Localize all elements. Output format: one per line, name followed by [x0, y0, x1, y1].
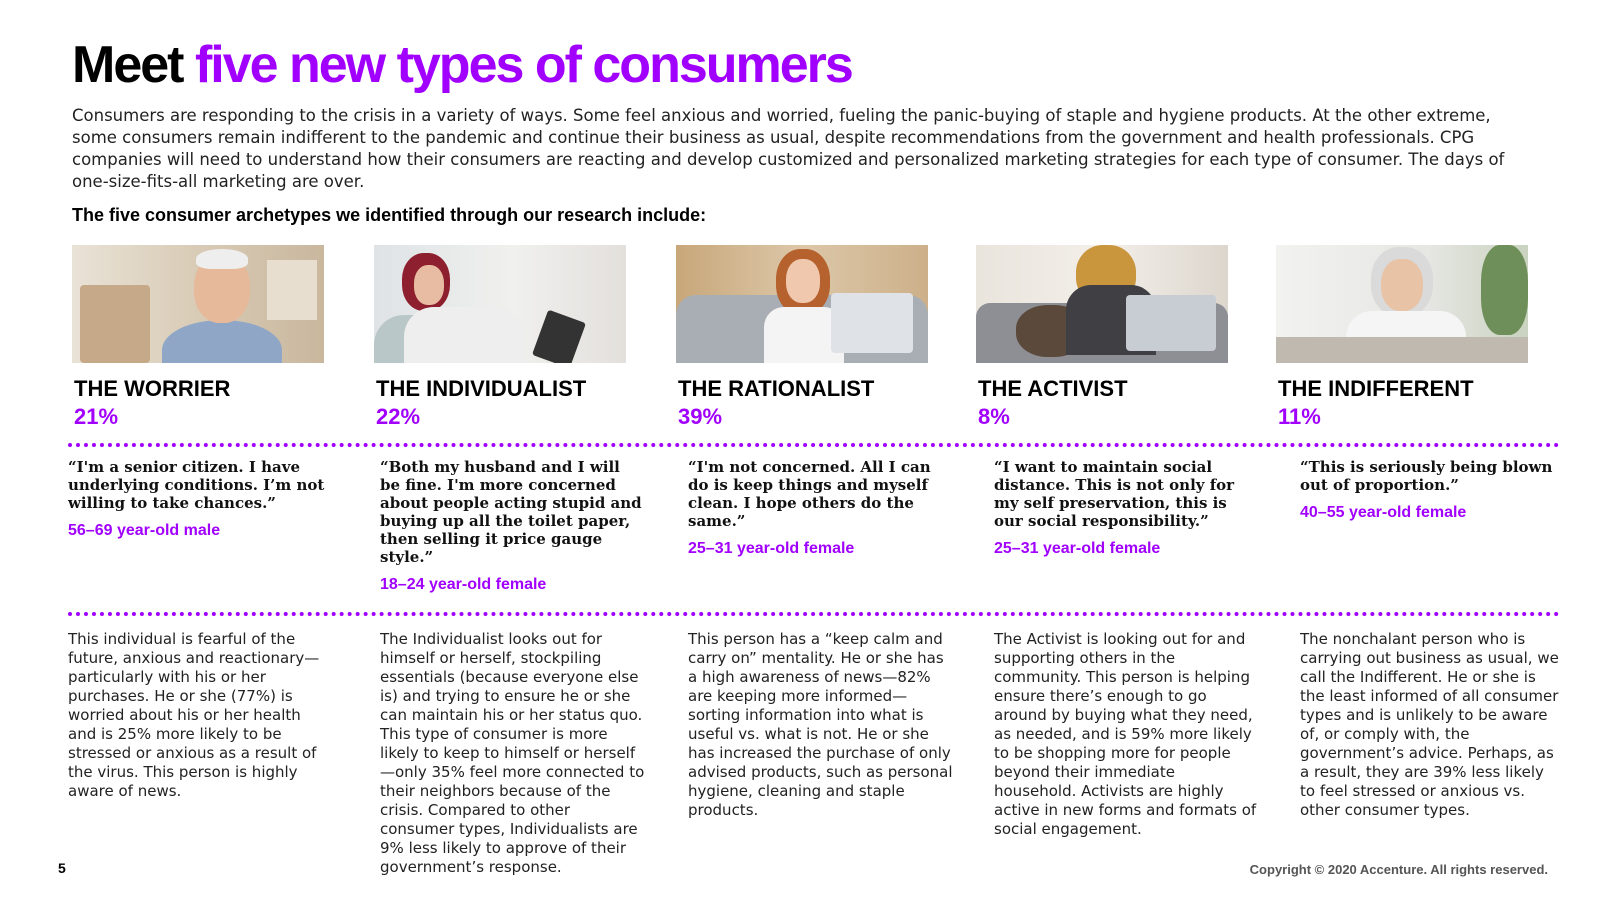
worrier-description: This individual is fearful of the future… — [68, 630, 320, 800]
activist-quote: “I want to maintain social distance. Thi… — [994, 458, 1256, 558]
activist-demographic: 25–31 year-old female — [994, 540, 1161, 557]
indifferent-name: THE INDIFFERENT — [1278, 376, 1474, 401]
individualist-description: The Individualist looks out for himself … — [380, 630, 645, 876]
individualist-quote-text: “Both my husband and I will be fine. I'm… — [380, 458, 642, 566]
dotted-divider-bottom — [68, 612, 1560, 616]
activist-name: THE ACTIVIST — [978, 376, 1128, 401]
rationalist-photo — [676, 245, 928, 363]
worrier-quote: “I'm a senior citizen. I have underlying… — [68, 458, 330, 540]
archetypes-subhead: The five consumer archetypes we identifi… — [72, 205, 707, 225]
rationalist-quote-text: “I'm not concerned. All I can do is keep… — [688, 458, 931, 530]
indifferent-demographic: 40–55 year-old female — [1300, 504, 1467, 521]
activist-photo — [976, 245, 1228, 363]
archetype-card-indifferent: THE INDIFFERENT 11% — [1276, 245, 1538, 431]
indifferent-percent: 11% — [1278, 404, 1321, 429]
activist-percent: 8% — [978, 404, 1010, 429]
individualist-demographic: 18–24 year-old female — [380, 576, 547, 593]
worrier-photo — [72, 245, 324, 363]
rationalist-name: THE RATIONALIST — [678, 376, 875, 401]
individualist-photo — [374, 245, 626, 363]
indifferent-photo — [1276, 245, 1528, 363]
individualist-name: THE INDIVIDUALIST — [376, 376, 587, 401]
indifferent-quote-text: “This is seriously being blown out of pr… — [1300, 458, 1553, 494]
indifferent-description: The nonchalant person who is carrying ou… — [1300, 630, 1559, 819]
rationalist-description: This person has a “keep calm and carry o… — [688, 630, 953, 819]
copyright-notice: Copyright © 2020 Accenture. All rights r… — [1249, 862, 1548, 877]
worrier-name: THE WORRIER — [74, 376, 231, 401]
activist-quote-text: “I want to maintain social distance. Thi… — [994, 458, 1235, 530]
archetype-card-individualist: THE INDIVIDUALIST 22% — [374, 245, 636, 431]
title-lead: Meet — [72, 36, 184, 94]
intro-paragraph: Consumers are responding to the crisis i… — [72, 106, 1505, 191]
individualist-percent: 22% — [376, 404, 421, 429]
activist-description: The Activist is looking out for and supp… — [994, 630, 1257, 838]
worrier-demographic: 56–69 year-old male — [68, 522, 221, 539]
archetype-card-activist: THE ACTIVIST 8% — [976, 245, 1238, 431]
rationalist-quote: “I'm not concerned. All I can do is keep… — [688, 458, 950, 558]
archetype-card-worrier: THE WORRIER 21% — [72, 245, 334, 431]
indifferent-quote: “This is seriously being blown out of pr… — [1300, 458, 1568, 522]
rationalist-demographic: 25–31 year-old female — [688, 540, 855, 557]
title-accent: five new types of consumers — [194, 36, 854, 94]
individualist-quote: “Both my husband and I will be fine. I'm… — [380, 458, 644, 594]
worrier-quote-text: “I'm a senior citizen. I have underlying… — [68, 458, 325, 512]
archetype-card-rationalist: THE RATIONALIST 39% — [676, 245, 938, 431]
page-number: 5 — [58, 860, 66, 876]
rationalist-percent: 39% — [678, 404, 723, 429]
dotted-divider-top — [68, 443, 1560, 447]
page-title: Meet five new types of consumers — [72, 34, 854, 96]
worrier-percent: 21% — [74, 404, 119, 429]
